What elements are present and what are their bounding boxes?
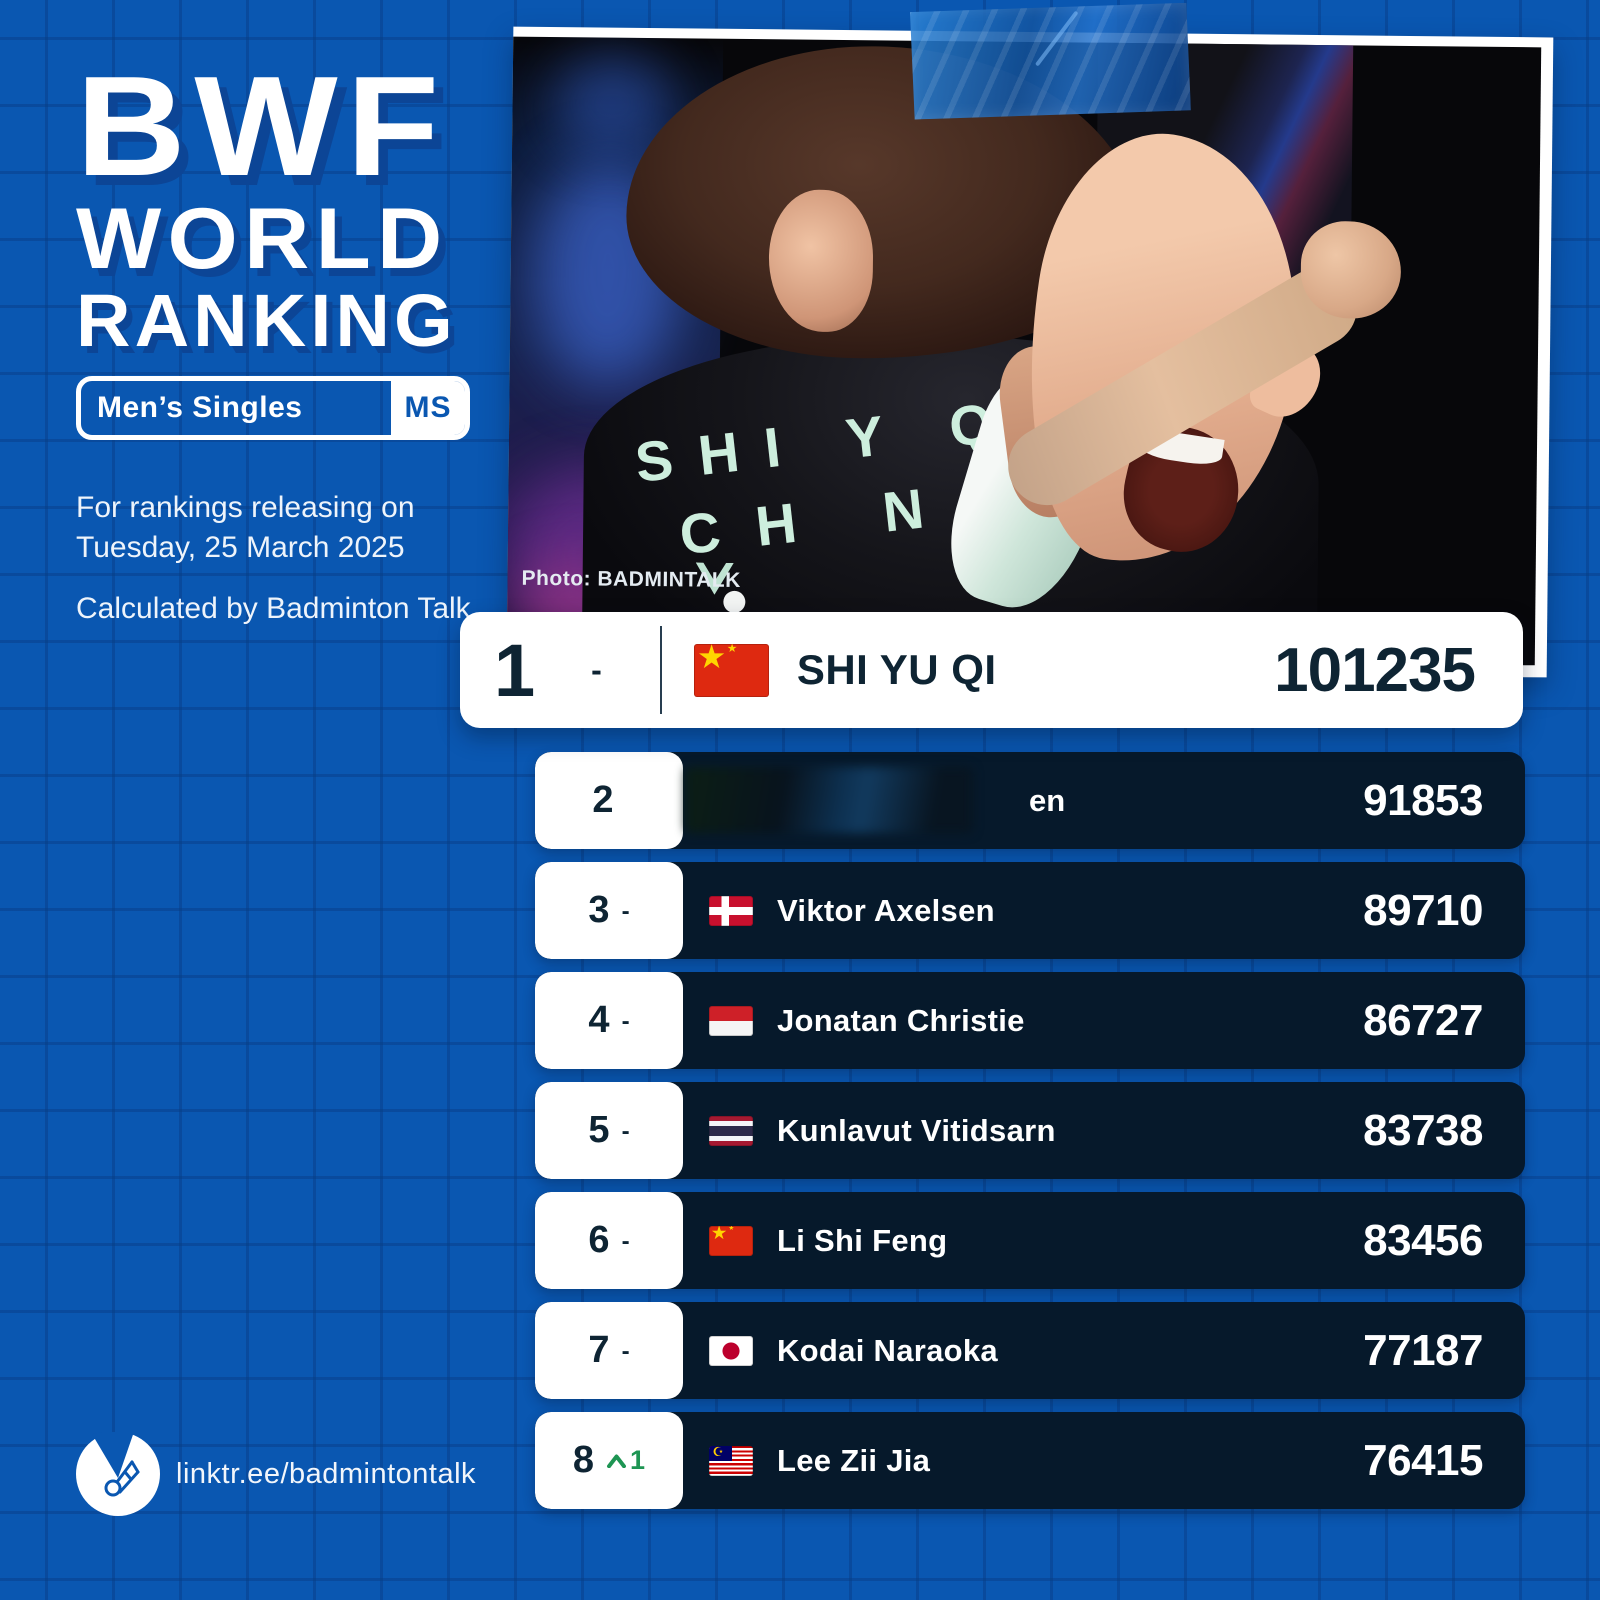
linktree-link[interactable]: linktr.ee/badmintontalk: [176, 1458, 477, 1490]
ranking-row: 8 1 Lee Zii Jia 76415: [535, 1412, 1525, 1509]
rank-change-up: 1: [606, 1445, 645, 1476]
rank-number: 7: [588, 1329, 610, 1371]
title-line-world: WORLD: [76, 191, 449, 287]
ranking-row: 3 - Viktor Axelsen 89710: [535, 862, 1525, 959]
points: 83456: [1363, 1215, 1483, 1265]
rank-change-steady: -: [621, 1338, 630, 1365]
points: 86727: [1363, 995, 1483, 1045]
rank-number: 6: [588, 1219, 610, 1261]
player-cell: Kunlavut Vitidsarn 83738: [683, 1082, 1525, 1179]
ranking-row-1: 1 - SHI YU QI 101235: [460, 612, 1523, 728]
rank-number: 5: [588, 1109, 610, 1151]
rank-cell: 8 1: [535, 1412, 683, 1509]
rank-number: 3: [588, 889, 610, 931]
points: 76415: [1363, 1435, 1483, 1485]
title-line-ranking: RANKING: [76, 279, 457, 362]
country-flag: [709, 895, 753, 926]
rank-cell: 2: [535, 752, 683, 849]
release-note: For rankings releasing on Tuesday, 25 Ma…: [76, 488, 415, 568]
points: 77187: [1363, 1325, 1483, 1375]
player-fist: [1300, 220, 1402, 319]
category-code: MS: [391, 381, 465, 435]
rank-change-steady: -: [621, 1228, 630, 1255]
country-flag: [709, 1005, 753, 1036]
player-name: Kunlavut Vitidsarn: [777, 1112, 1056, 1148]
player-name: Li Shi Feng: [777, 1222, 948, 1258]
player-cell: Li Shi Feng 83456: [683, 1192, 1525, 1289]
points: 83738: [1363, 1105, 1483, 1155]
rank-number: 4: [588, 999, 610, 1041]
ranking-row: 4 - Jonatan Christie 86727: [535, 972, 1525, 1069]
up-arrow-icon: [607, 1454, 626, 1468]
rank-change-steady: -: [621, 898, 630, 925]
release-note-line1: For rankings releasing on: [76, 491, 415, 524]
rank-cell: 4 -: [535, 972, 683, 1069]
photo-frame: SHI Y Q CH NA Photo: BADMINTALK: [506, 26, 1554, 678]
player-name: Jonatan Christie: [777, 1002, 1025, 1038]
player-photo: SHI Y Q CH NA Photo: BADMINTALK: [506, 26, 1554, 678]
points: 101235: [1274, 635, 1476, 705]
tape-decoration: [907, 3, 1191, 120]
redaction-blur: [685, 767, 973, 833]
rank-change-steady: -: [621, 1118, 630, 1145]
player-cell: Kodai Naraoka 77187: [683, 1302, 1525, 1399]
partial-name-text: en: [1029, 782, 1066, 818]
category-badge: Men’s Singles MS: [76, 376, 470, 440]
player-name: SHI YU QI: [796, 646, 997, 693]
rank-change-steady: -: [591, 651, 602, 688]
country-flag: [709, 1115, 753, 1146]
country-flag: [709, 1225, 753, 1256]
up-count: 1: [630, 1445, 646, 1475]
player-cell: Viktor Axelsen 89710: [683, 862, 1525, 959]
country-flag: [693, 643, 769, 697]
ranking-row: 6 - Li Shi Feng 83456: [535, 1192, 1525, 1289]
player-cell: en 91853: [683, 752, 1525, 849]
photo-content: SHI Y Q CH NA Photo: BADMINTALK: [506, 36, 1542, 666]
points: 91853: [1363, 775, 1483, 825]
player-cell: Jonatan Christie 86727: [683, 972, 1525, 1069]
category-label: Men’s Singles: [97, 391, 303, 424]
calculated-by-note: Calculated by Badminton Talk.: [76, 592, 480, 625]
rank-cell: 5 -: [535, 1082, 683, 1179]
divider: [659, 626, 662, 714]
country-flag: [709, 1335, 753, 1366]
player-cell: Lee Zii Jia 76415: [683, 1412, 1525, 1509]
rank-number: 8: [572, 1439, 595, 1481]
ranking-row: 5 - Kunlavut Vitidsarn 83738: [535, 1082, 1525, 1179]
photo-credit: Photo: BADMINTALK: [521, 566, 741, 592]
rank-cell: 7 -: [535, 1302, 683, 1399]
release-note-line2: Tuesday, 25 March 2025: [76, 531, 405, 564]
player-name: Viktor Axelsen: [777, 892, 995, 928]
player-name: Kodai Naraoka: [777, 1332, 998, 1368]
rank-number: 1: [494, 628, 536, 712]
rank-cell: 6 -: [535, 1192, 683, 1289]
brand-logo-icon: [723, 590, 746, 614]
points: 89710: [1363, 885, 1483, 935]
ranking-row: 7 - Kodai Naraoka 77187: [535, 1302, 1525, 1399]
title-line-bwf: BWF: [76, 47, 448, 206]
rank-change-steady: -: [621, 1008, 630, 1035]
rank-cell: 3 -: [535, 862, 683, 959]
badmintontalk-logo: [76, 1432, 160, 1516]
ranking-list: 2 en 91853 3 - Viktor Axels: [535, 752, 1525, 1522]
rank-number: 2: [592, 779, 614, 821]
country-flag: [709, 1445, 753, 1476]
ranking-row: 2 en 91853: [535, 752, 1525, 849]
player-name: Lee Zii Jia: [777, 1442, 931, 1478]
